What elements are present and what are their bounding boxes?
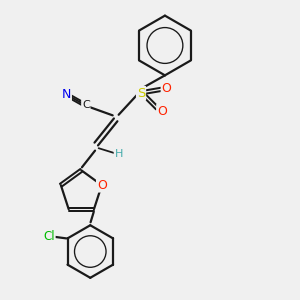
Text: C: C [82, 100, 90, 110]
Text: H: H [115, 149, 123, 160]
Text: S: S [137, 87, 145, 100]
Text: O: O [97, 179, 107, 192]
Text: O: O [157, 105, 167, 118]
Text: O: O [161, 82, 171, 95]
Text: N: N [62, 88, 71, 101]
Text: Cl: Cl [43, 230, 55, 243]
